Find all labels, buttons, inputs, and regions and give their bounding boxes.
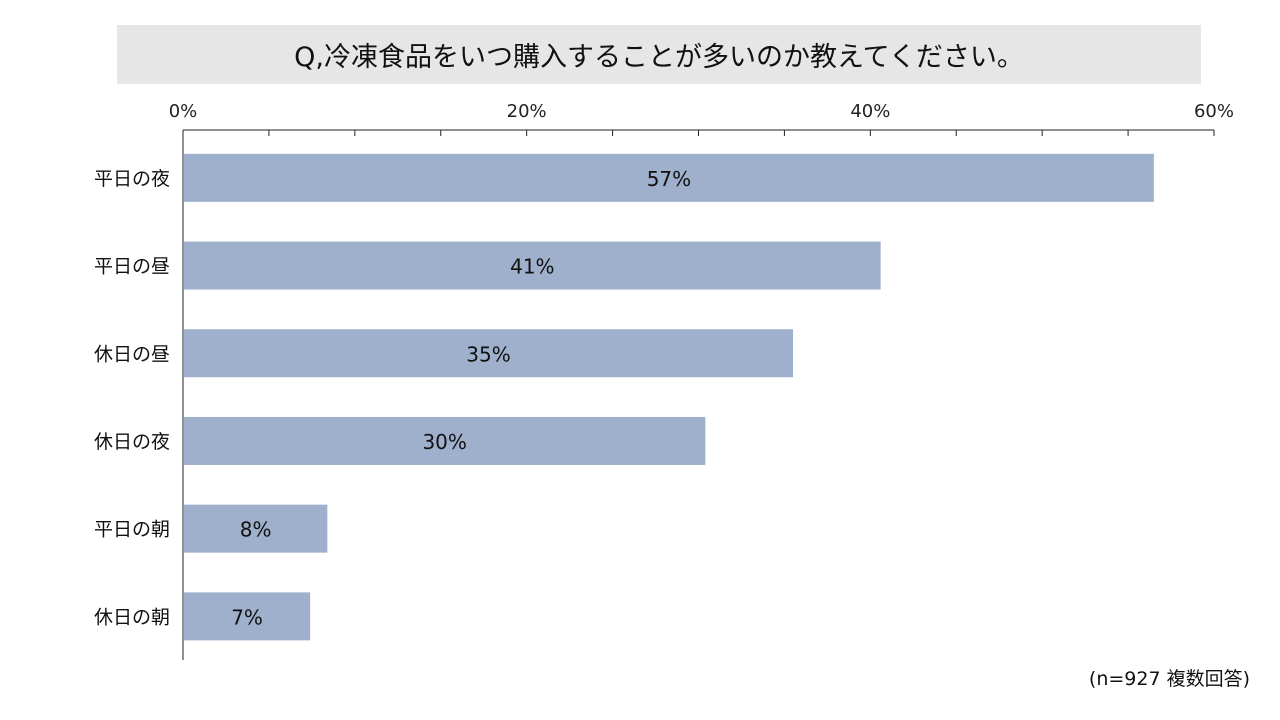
- chart-title: Q,冷凍食品をいつ購入することが多いのか教えてください。: [294, 42, 1024, 73]
- data-label: 35%: [466, 342, 510, 366]
- bar: [184, 416, 706, 465]
- category-label: 平日の朝: [94, 519, 170, 541]
- category-label: 休日の昼: [94, 343, 170, 365]
- x-tick-label: 60%: [1194, 101, 1234, 122]
- data-label: 8%: [240, 518, 272, 542]
- category-label: 休日の夜: [94, 431, 170, 453]
- category-label: 平日の昼: [94, 256, 170, 278]
- bar: [184, 592, 311, 641]
- bar: [184, 241, 881, 290]
- data-label: 41%: [510, 255, 554, 279]
- data-label: 30%: [422, 430, 466, 454]
- category-label: 休日の朝: [94, 606, 170, 628]
- chart-title-box: Q,冷凍食品をいつ購入することが多いのか教えてください。: [117, 25, 1201, 84]
- sample-note: (n=927 複数回答): [1088, 668, 1250, 690]
- x-tick-label: 0%: [169, 101, 198, 122]
- x-tick-label: 20%: [507, 101, 547, 122]
- bar: [184, 504, 328, 553]
- x-tick-label: 40%: [850, 101, 890, 122]
- category-label: 平日の夜: [94, 168, 170, 190]
- bar: [184, 329, 794, 378]
- data-label: 7%: [231, 605, 263, 629]
- data-label: 57%: [647, 167, 691, 191]
- bar: [184, 153, 1154, 202]
